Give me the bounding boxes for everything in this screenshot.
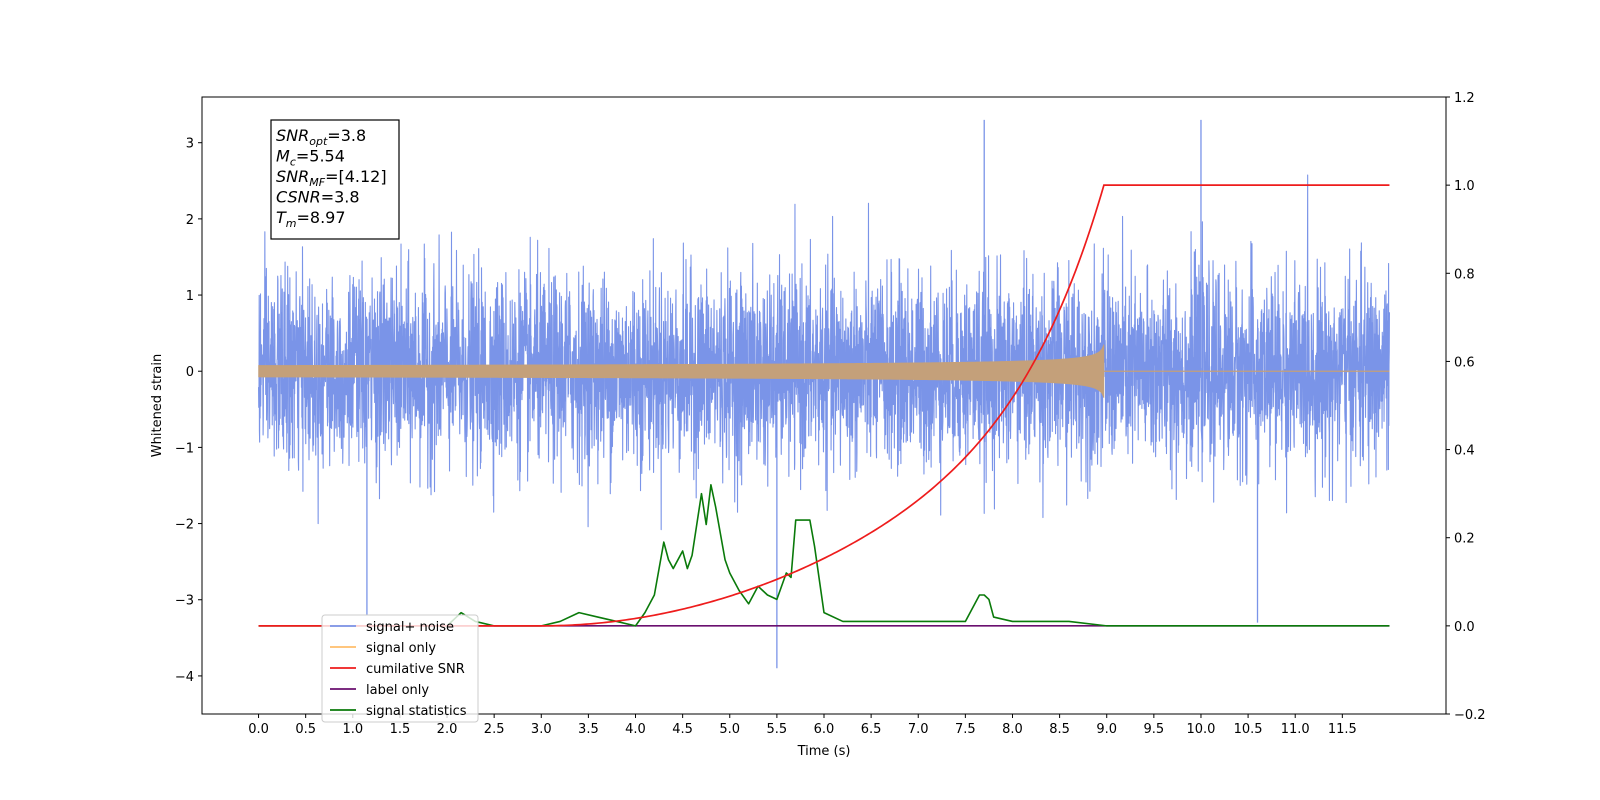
x-tick-label: 2.0: [437, 722, 458, 737]
annotation-line: Tm=8.97: [276, 208, 346, 230]
annotation-symbol: M: [276, 147, 290, 166]
y2-tick-label: 0.8: [1454, 267, 1475, 282]
x-tick-label: 1.0: [342, 722, 363, 737]
y-tick-label: −4: [175, 670, 194, 685]
x-tick-label: 10.5: [1234, 722, 1263, 737]
series-cumulative-snr: [258, 184, 1390, 627]
y-tick-label: −3: [175, 594, 194, 609]
x-tick-label: 9.0: [1096, 722, 1117, 737]
x-tick-label: 4.0: [625, 722, 646, 737]
annotation-line: SNRopt=3.8: [276, 126, 366, 148]
annotation-box: SNRopt=3.8Mc=5.54SNRMF=[4.12]CSNR=3.8Tm=…: [270, 119, 400, 240]
legend-entry-label: label only: [366, 683, 429, 698]
legend-entry-label: signal only: [366, 641, 436, 656]
y2-tick-label: 0.4: [1454, 444, 1475, 459]
x-tick-label: 11.5: [1328, 722, 1357, 737]
y-tick-label: 0: [186, 365, 194, 380]
y2-tick-label: 1.0: [1454, 179, 1475, 194]
y-tick-label: −2: [175, 518, 194, 533]
x-tick-label: 6.0: [814, 722, 835, 737]
x-tick-label: 10.0: [1186, 722, 1215, 737]
y-axis-label: Whitened strain: [150, 354, 165, 457]
x-tick-label: 5.0: [719, 722, 740, 737]
y-tick-label: 2: [186, 213, 194, 228]
y2-tick-label: 0.2: [1454, 532, 1475, 547]
x-tick-label: 7.5: [955, 722, 976, 737]
x-axis-label: Time (s): [797, 744, 851, 759]
x-tick-label: 1.5: [390, 722, 411, 737]
x-tick-label: 5.5: [767, 722, 788, 737]
y2-tick-label: 1.2: [1454, 91, 1475, 106]
annotation-value: =3.8: [321, 188, 360, 207]
annotation-symbol: SNR: [276, 167, 309, 186]
x-tick-label: 0.5: [295, 722, 316, 737]
x-tick-label: 9.5: [1144, 722, 1165, 737]
annotation-value: =3.8: [327, 126, 366, 145]
legend-entry-label: signal statistics: [366, 704, 467, 719]
annotation-symbol: T: [276, 208, 287, 227]
y-tick-label: 1: [186, 289, 194, 304]
annotation-symbol: SNR: [276, 126, 309, 145]
annotation-value: =5.54: [296, 147, 345, 166]
annotation-line: Mc=5.54: [276, 147, 345, 169]
annotation-subscript: c: [290, 156, 296, 169]
x-tick-label: 4.5: [672, 722, 693, 737]
series-signal-noise: [258, 174, 1390, 531]
x-tick-label: 8.5: [1049, 722, 1070, 737]
axes-layer: 0.0 0.5 1.0 1.5 2.0 2.5 3.0 3.5 4.0 4.5 5.0 5.5 6.0 6…: [175, 91, 1486, 737]
x-tick-label: 11.0: [1281, 722, 1310, 737]
x-tick-label: 3.0: [531, 722, 552, 737]
annotation-subscript: m: [286, 217, 297, 230]
y-tick-label: −1: [175, 441, 194, 456]
annotation-subscript: MF: [309, 176, 325, 189]
legend-entry-label: signal+ noise: [366, 620, 454, 635]
annotation-value: =8.97: [297, 208, 346, 227]
annotation-subscript: opt: [309, 135, 328, 148]
series-signal-statistics: [258, 484, 1390, 627]
y2-tick-label: 0.0: [1454, 620, 1475, 635]
annotation-box-frame: [270, 119, 400, 240]
y-tick-label: 3: [186, 137, 194, 152]
y2-tick-label: −0.2: [1454, 708, 1486, 723]
annotation-line: CSNR=3.8: [276, 188, 360, 207]
x-tick-label: 0.0: [248, 722, 269, 737]
annotation-value: =[4.12]: [325, 167, 387, 186]
legend-entry-label: cumilative SNR: [366, 662, 465, 677]
annotation-symbol: CSNR: [276, 188, 321, 207]
x-tick-label: 6.5: [861, 722, 882, 737]
x-tick-label: 2.5: [484, 722, 505, 737]
plot-layer: [258, 119, 1390, 669]
x-tick-label: 8.0: [1002, 722, 1023, 737]
x-tick-label: 7.0: [908, 722, 929, 737]
x-tick-label: 3.5: [578, 722, 599, 737]
legend-frame: [321, 614, 479, 723]
y2-tick-label: 0.6: [1454, 355, 1475, 370]
legend: signal+ noise signal only cumilative SNR la…: [321, 614, 479, 723]
annotation-line: SNRMF=[4.12]: [276, 167, 387, 189]
